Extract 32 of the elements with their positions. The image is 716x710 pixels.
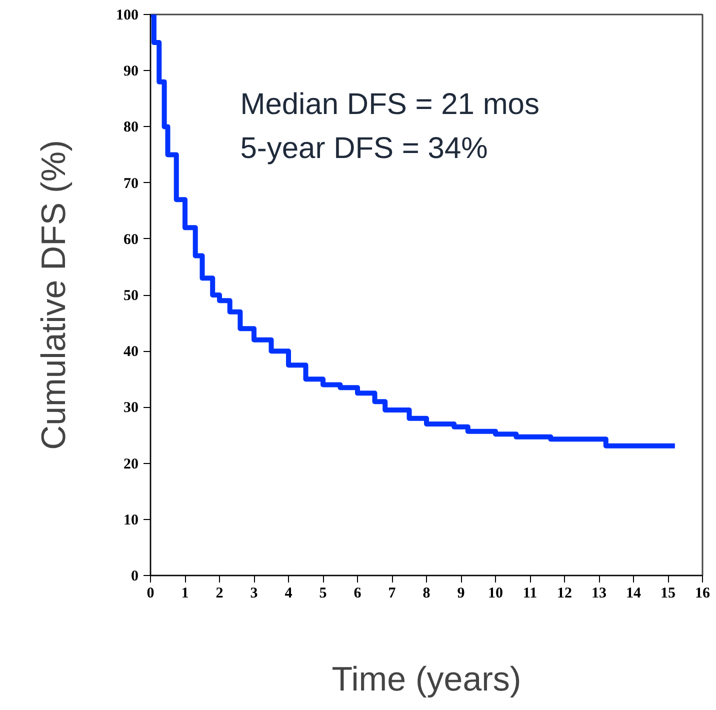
- annotation: Median DFS = 21 mos: [240, 88, 540, 122]
- y-tick-label: 40: [124, 344, 138, 360]
- x-tick-label: 0: [146, 586, 154, 602]
- y-tick-label: 90: [124, 64, 138, 80]
- x-tick-label: 9: [457, 586, 465, 602]
- y-tick-label: 100: [116, 8, 138, 24]
- x-tick-label: 12: [557, 586, 572, 602]
- x-tick-label: 14: [626, 586, 642, 602]
- y-tick-label: 60: [124, 232, 138, 248]
- y-tick-label: 50: [124, 288, 138, 304]
- y-tick-label: 0: [131, 568, 138, 584]
- x-tick-label: 5: [319, 586, 327, 602]
- y-tick-label: 70: [124, 176, 138, 192]
- x-axis-title: Time (years): [332, 660, 522, 698]
- annotation: 5-year DFS = 34%: [240, 132, 488, 165]
- x-tick-label: 1: [181, 586, 189, 602]
- x-tick-label: 2: [216, 586, 224, 602]
- x-tick-label: 10: [488, 586, 503, 602]
- y-tick-label: 10: [124, 512, 138, 528]
- x-tick-label: 11: [522, 586, 538, 602]
- y-tick-label: 30: [124, 400, 138, 416]
- y-tick-label: 20: [124, 456, 138, 472]
- x-tick-label: 8: [422, 586, 430, 602]
- x-tick-label: 3: [250, 586, 258, 602]
- x-tick-label: 15: [660, 586, 676, 602]
- x-tick-label: 6: [354, 586, 362, 602]
- y-axis-title: Cumulative DFS (%): [35, 140, 73, 450]
- x-tick-label: 16: [695, 586, 710, 602]
- y-tick-label: 80: [124, 120, 138, 136]
- x-tick-label: 7: [388, 586, 396, 602]
- x-tick-label: 4: [284, 586, 293, 602]
- x-tick-label: 13: [592, 586, 606, 602]
